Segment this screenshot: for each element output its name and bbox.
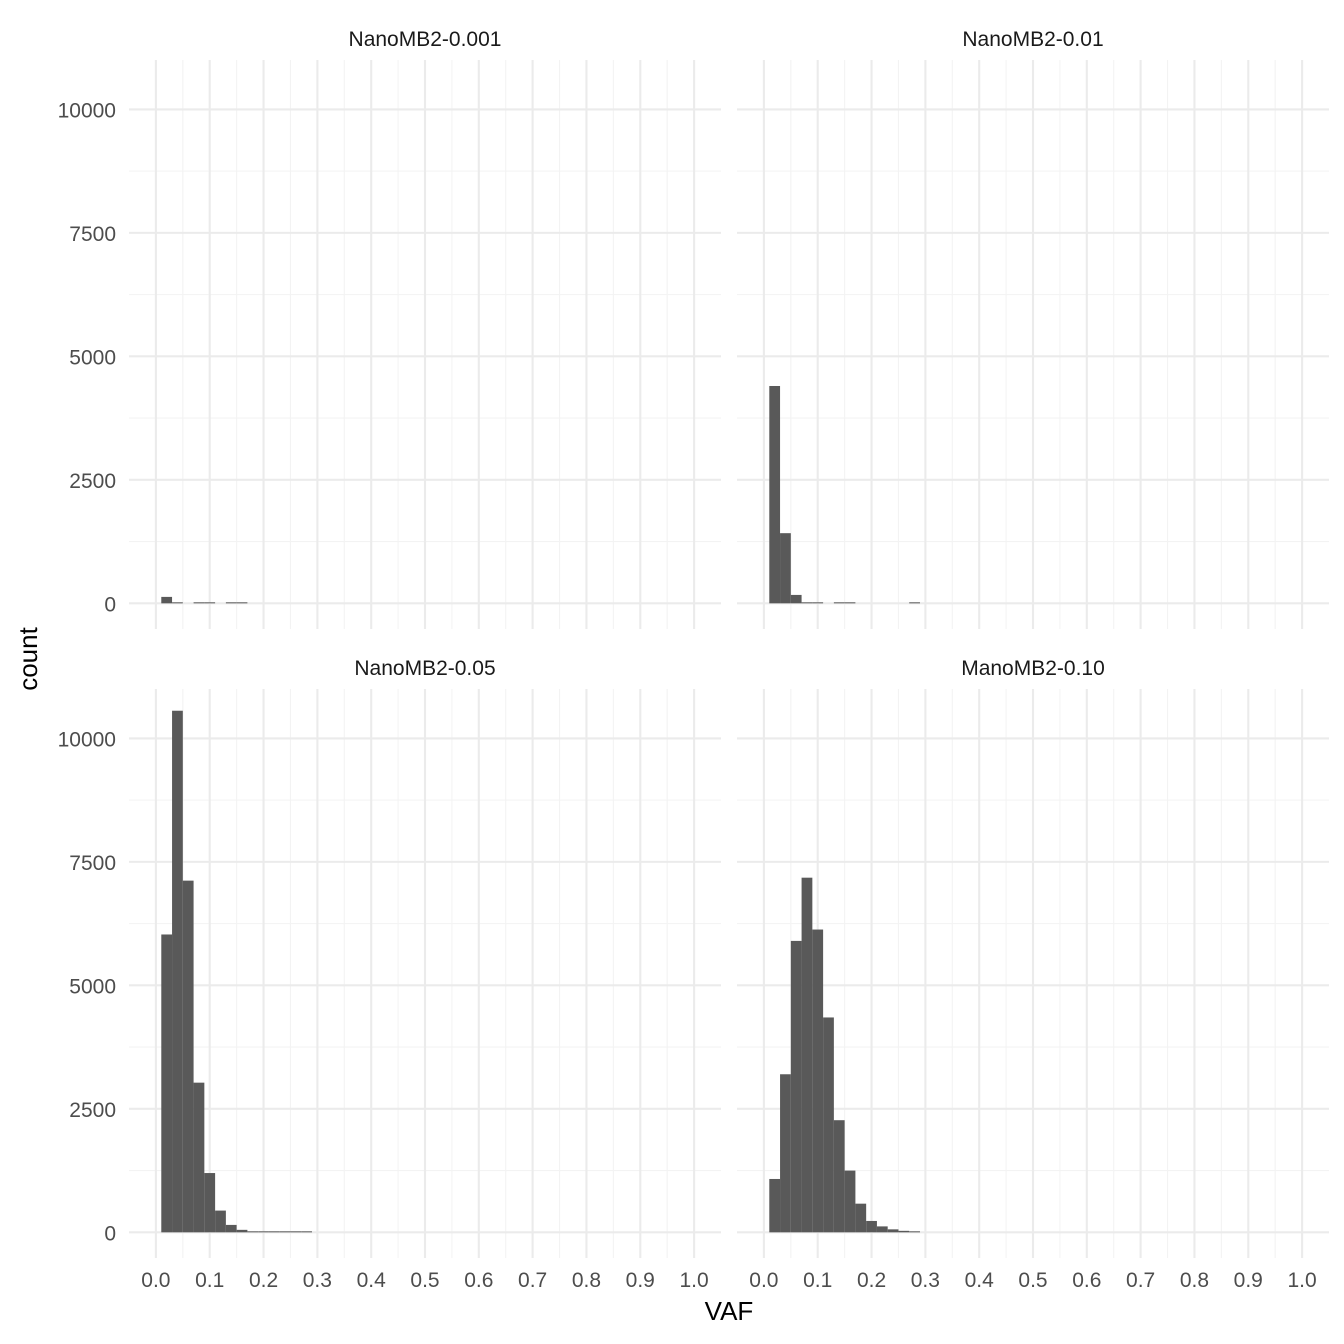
x-tick-label: 0.8 — [1180, 1269, 1209, 1292]
panel-2: NanoMB2-0.01 — [737, 28, 1329, 629]
histogram-bar — [823, 1017, 834, 1233]
histogram-bar — [876, 1226, 888, 1233]
y-tick-label: 7500 — [69, 223, 116, 246]
histogram-bar — [887, 1229, 899, 1233]
histogram-bar — [812, 602, 824, 604]
histogram-bar — [780, 1074, 791, 1233]
histogram-bar — [290, 1231, 302, 1233]
histogram-bar — [780, 533, 791, 604]
histogram-bar — [236, 1229, 248, 1233]
histogram-bar — [215, 1210, 226, 1233]
y-tick-label: 7500 — [69, 852, 116, 875]
x-tick-label: 0.5 — [410, 1269, 439, 1292]
facet-label: NanoMB2-0.05 — [354, 657, 495, 680]
histogram-bar — [301, 1231, 312, 1233]
panel-3: NanoMB2-0.05 — [129, 657, 721, 1258]
y-axis-title: count — [13, 626, 43, 690]
histogram-bar — [801, 602, 813, 604]
x-tick-label: 0.9 — [1234, 1269, 1263, 1292]
x-tick-label: 0.8 — [572, 1269, 601, 1292]
x-tick-label: 0.3 — [911, 1269, 940, 1292]
histogram-bar — [909, 602, 920, 604]
facet-label: ManoMB2-0.10 — [961, 657, 1105, 680]
histogram-bar — [909, 1231, 920, 1233]
x-tick-label: 0.6 — [1072, 1269, 1101, 1292]
histogram-bar — [268, 1231, 280, 1233]
histogram-bar — [161, 596, 173, 604]
x-tick-label: 0.3 — [303, 1269, 332, 1292]
facet-label: NanoMB2-0.001 — [349, 28, 502, 51]
y-tick-label: 2500 — [69, 1099, 116, 1122]
x-tick-label: 0.0 — [141, 1269, 170, 1292]
histogram-bar — [258, 1231, 269, 1233]
x-tick-label: 0.6 — [464, 1269, 493, 1292]
histogram-bar — [193, 602, 205, 604]
y-tick-label: 10000 — [58, 728, 116, 751]
histogram-bar — [172, 710, 183, 1233]
y-tick-label: 2500 — [69, 470, 116, 493]
histogram-bar — [193, 1082, 205, 1233]
y-axis: 0 2500 5000 7500 10000 0 2500 5000 7500 10000 — [58, 99, 116, 1245]
x-tick-label: 0.1 — [803, 1269, 832, 1292]
x-axis: 0.0 0.1 0.2 0.3 0.4 0.5 0.6 0.7 0.8 0.9 1.0 0.0 0.1 0… — [141, 1269, 1316, 1292]
histogram-bar — [769, 1178, 781, 1233]
histogram-bar — [844, 1170, 856, 1233]
histogram-bar — [790, 594, 802, 604]
x-tick-label: 0.5 — [1018, 1269, 1047, 1292]
x-tick-label: 0.2 — [857, 1269, 886, 1292]
histogram-bar — [801, 877, 813, 1233]
histogram-bar — [236, 602, 248, 604]
y-tick-label: 5000 — [69, 975, 116, 998]
x-tick-label: 0.1 — [195, 1269, 224, 1292]
histogram-bar — [833, 1120, 845, 1233]
histogram-bar — [225, 602, 237, 604]
histogram-bar — [182, 880, 194, 1233]
histogram-bar — [204, 602, 216, 604]
facet-label: NanoMB2-0.01 — [962, 28, 1103, 51]
panel-1: NanoMB2-0.001 — [129, 28, 721, 629]
y-tick-label: 5000 — [69, 346, 116, 369]
x-tick-label: 1.0 — [679, 1269, 708, 1292]
histogram-bar — [247, 1231, 259, 1233]
panel-4: ManoMB2-0.10 — [737, 657, 1329, 1258]
histogram-bar — [812, 929, 824, 1233]
x-axis-title: VAF — [705, 1296, 754, 1326]
histogram-bar — [769, 385, 781, 604]
x-tick-label: 0.9 — [626, 1269, 655, 1292]
x-tick-label: 0.7 — [518, 1269, 547, 1292]
histogram-bar — [898, 1230, 910, 1233]
histogram-bar — [855, 1203, 867, 1233]
x-tick-label: 0.0 — [749, 1269, 778, 1292]
histogram-bar — [172, 602, 183, 604]
x-tick-label: 0.4 — [357, 1269, 387, 1292]
x-tick-label: 1.0 — [1287, 1269, 1316, 1292]
histogram-bar — [161, 934, 173, 1233]
y-tick-label: 0 — [104, 593, 116, 616]
panels-layer: NanoMB2-0.001 NanoMB2-0.01 NanoMB2-0.05 Man… — [129, 28, 1329, 1258]
histogram-bar — [204, 1173, 216, 1233]
x-tick-label: 0.2 — [249, 1269, 278, 1292]
histogram-bar — [833, 602, 845, 604]
y-tick-label: 10000 — [58, 99, 116, 122]
y-tick-label: 0 — [104, 1222, 116, 1245]
x-tick-label: 0.4 — [965, 1269, 995, 1292]
x-tick-label: 0.7 — [1126, 1269, 1155, 1292]
histogram-bar — [844, 602, 856, 604]
histogram-bar — [790, 940, 802, 1233]
histogram-bar — [279, 1231, 291, 1233]
histogram-bar — [225, 1224, 237, 1233]
histogram-bar — [866, 1220, 877, 1233]
